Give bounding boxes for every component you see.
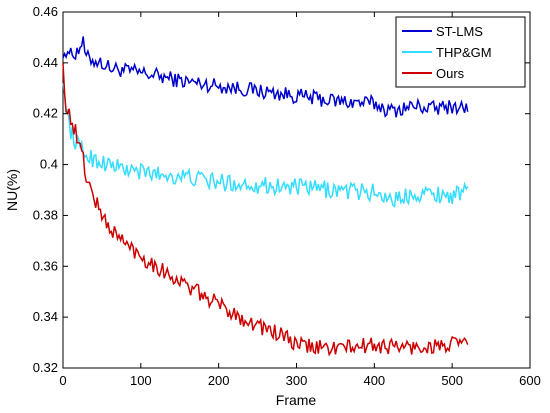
y-tick-label: 0.46 bbox=[33, 4, 58, 19]
legend-label: Ours bbox=[436, 66, 465, 81]
y-tick-label: 0.34 bbox=[33, 309, 58, 324]
y-tick-label: 0.44 bbox=[33, 55, 58, 70]
series-line-thp-gm bbox=[62, 83, 469, 208]
y-tick-label: 0.32 bbox=[33, 360, 58, 375]
y-tick-label: 0.4 bbox=[40, 157, 58, 172]
series-line-st-lms bbox=[62, 36, 469, 118]
axes-layer: 0 100 200 300 400 500 600 0.32 0.34 0.36 0.38 0.4 0.… bbox=[33, 4, 541, 388]
x-tick-label: 200 bbox=[208, 373, 230, 388]
y-tick-label: 0.38 bbox=[33, 207, 58, 222]
x-tick-label: 300 bbox=[286, 373, 308, 388]
x-tick-label: 0 bbox=[59, 373, 66, 388]
x-tick-label: 400 bbox=[363, 373, 385, 388]
legend-label: ST-LMS bbox=[436, 24, 483, 39]
series-layer bbox=[62, 36, 469, 357]
x-tick-label: 500 bbox=[441, 373, 463, 388]
y-tick-label: 0.42 bbox=[33, 106, 58, 121]
x-tick-label: 100 bbox=[130, 373, 152, 388]
legend: ST-LMS THP&GM Ours bbox=[395, 16, 526, 88]
x-tick-label: 600 bbox=[519, 373, 541, 388]
series-line-ours bbox=[62, 62, 469, 357]
y-tick-label: 0.36 bbox=[33, 258, 58, 273]
x-axis-label: Frame bbox=[276, 392, 317, 408]
y-axis-label: NU(%) bbox=[4, 169, 20, 211]
legend-label: THP&GM bbox=[436, 45, 492, 60]
